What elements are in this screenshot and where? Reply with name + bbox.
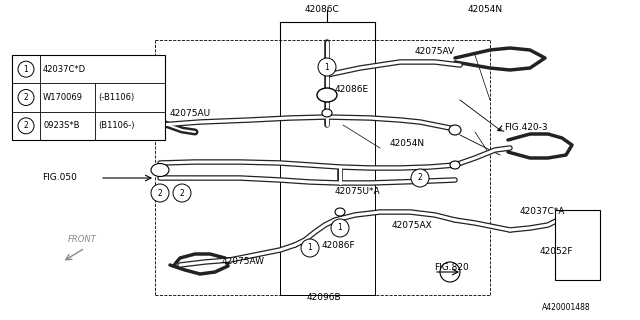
Text: 42075AV: 42075AV — [415, 47, 455, 57]
Bar — [12, 55, 165, 140]
Text: 0923S*B: 0923S*B — [43, 121, 79, 130]
Text: 2: 2 — [157, 188, 163, 197]
Ellipse shape — [449, 125, 461, 135]
Text: FIG.420-3: FIG.420-3 — [504, 124, 548, 132]
Circle shape — [440, 262, 460, 282]
Ellipse shape — [450, 161, 460, 169]
Ellipse shape — [322, 109, 332, 117]
Circle shape — [151, 184, 169, 202]
Text: FIG.050: FIG.050 — [42, 173, 77, 182]
Text: 42075AX: 42075AX — [392, 220, 433, 229]
Text: 42096B: 42096B — [307, 293, 342, 302]
Circle shape — [173, 184, 191, 202]
Text: 42052F: 42052F — [540, 247, 573, 257]
Text: 2: 2 — [24, 121, 28, 130]
Circle shape — [301, 239, 319, 257]
Text: 1: 1 — [338, 223, 342, 233]
Text: 42037C*A: 42037C*A — [520, 207, 565, 217]
Circle shape — [411, 169, 429, 187]
Ellipse shape — [151, 164, 169, 177]
Text: 42086F: 42086F — [322, 241, 356, 250]
Text: 42086C: 42086C — [305, 5, 339, 14]
Text: FRONT: FRONT — [68, 235, 97, 244]
Text: 42054N: 42054N — [390, 139, 425, 148]
Text: A420001488: A420001488 — [542, 303, 591, 313]
Text: 2: 2 — [24, 93, 28, 102]
Text: 42075U*A: 42075U*A — [335, 188, 381, 196]
Circle shape — [18, 118, 34, 134]
Text: W170069: W170069 — [43, 93, 83, 102]
Text: FIG.820: FIG.820 — [434, 263, 468, 273]
Ellipse shape — [335, 208, 345, 216]
Text: 2: 2 — [180, 188, 184, 197]
Bar — [555, 210, 600, 280]
Text: 42075AU: 42075AU — [170, 108, 211, 117]
Text: 2: 2 — [418, 173, 422, 182]
Text: 42037C*D: 42037C*D — [43, 65, 86, 74]
Text: 42075AW: 42075AW — [222, 258, 265, 267]
Text: 42054N: 42054N — [468, 5, 503, 14]
Circle shape — [331, 219, 349, 237]
Circle shape — [18, 90, 34, 106]
Ellipse shape — [317, 88, 337, 102]
Text: (-B1106): (-B1106) — [98, 93, 134, 102]
Circle shape — [18, 61, 34, 77]
Circle shape — [318, 58, 336, 76]
Text: 1: 1 — [24, 65, 28, 74]
Text: 42086E: 42086E — [335, 85, 369, 94]
Text: 1: 1 — [324, 62, 330, 71]
Text: 1: 1 — [308, 244, 312, 252]
Text: (B1106-): (B1106-) — [98, 121, 134, 130]
